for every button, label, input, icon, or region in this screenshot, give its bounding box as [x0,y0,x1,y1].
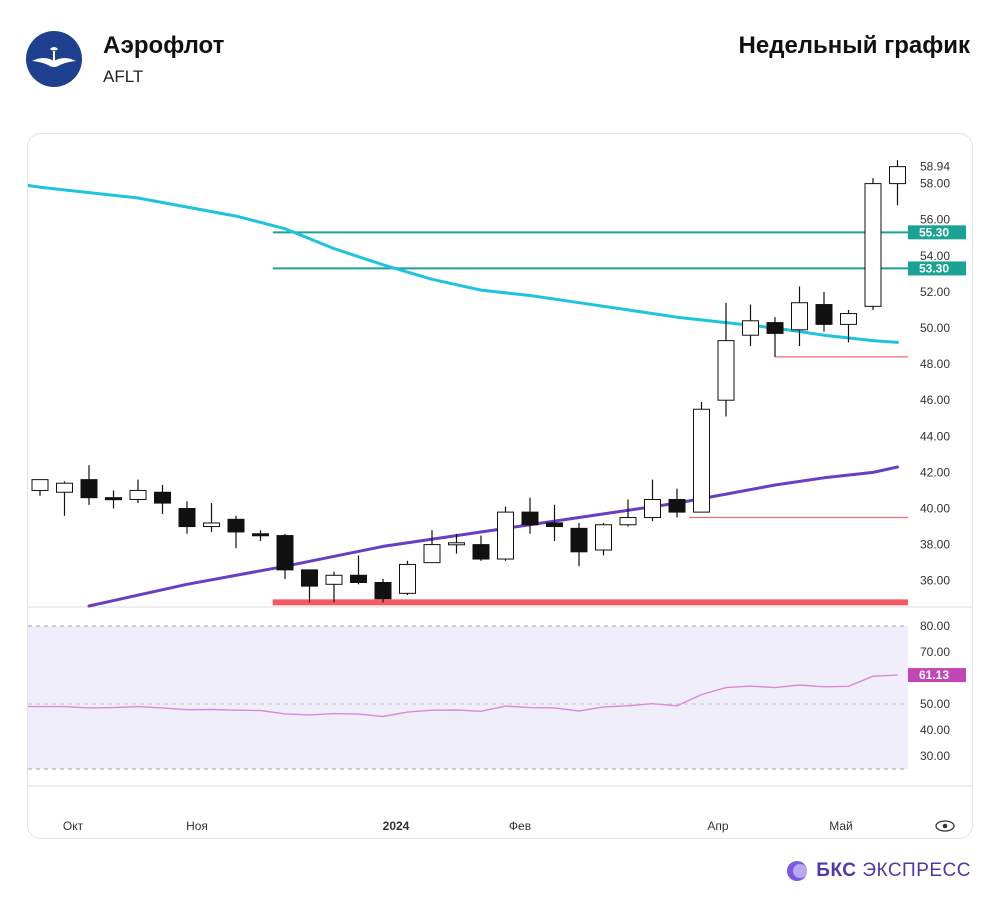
rsi-axis-tick: 40.00 [920,723,950,737]
candles-group [31,160,906,603]
chart-card: 36.00 38.00 40.00 42.00 44.00 46.00 48.00 50.00… [27,133,973,839]
rsi-background [28,626,908,769]
candle-body [497,511,514,560]
level-label: 53.30 [919,261,949,275]
price-axis-tick: 56.00 [920,213,950,227]
brand-footer: БКС ЭКСПРЕСС [786,860,971,882]
candle-body [791,302,808,331]
candle-body [203,522,220,528]
moving-average-long-line [28,183,899,344]
candle-body [742,320,759,336]
time-axis-label: Фев [509,819,531,833]
moving-average-short-line [87,465,899,608]
support-zone-bar [272,599,908,606]
candle-body [399,563,416,594]
current-price-label: 58.94 [920,160,950,174]
candle-body [350,574,367,584]
time-axis-label: Апр [707,819,729,833]
candle-body [766,322,784,334]
rsi-axis-tick: 30.00 [920,749,950,763]
brand-name: БКС ЭКСПРЕСС [816,860,971,881]
rsi-axis-tick: 80.00 [920,619,950,633]
candle-body [105,497,122,501]
price-axis-tick: 48.00 [920,357,950,371]
candle-body [227,518,245,533]
candle-body [252,533,269,537]
eye-outline [935,820,955,832]
candle-body [325,574,343,585]
time-axis-label: Окт [63,819,84,833]
rsi-current-box [908,668,966,683]
candle-body [546,522,563,528]
eye-pupil [942,823,948,829]
price-axis-tick: 54.00 [920,249,950,263]
chart-period-title: Недельный график [738,32,970,59]
candle-body [31,479,49,491]
price-axis-tick: 40.00 [920,502,950,516]
candle-body [644,498,661,519]
candle-body [301,569,318,587]
price-axis-tick: 42.00 [920,465,950,479]
candle-body [521,511,539,526]
candle-body [374,582,392,600]
level-label: 55.30 [919,225,949,239]
rsi-axis-tick: 50.00 [920,697,950,711]
level-label-box [908,225,966,240]
time-axis-label: 2024 [383,819,410,833]
candle-body [56,482,73,493]
candle-body [717,340,735,401]
candle-body [864,183,882,307]
candle-body [619,517,637,526]
candle-body [815,304,833,325]
ticker-symbol: AFLT [103,67,144,86]
candle-body [889,166,906,185]
aeroflot-logo-icon [26,31,82,87]
time-axis-label: Май [829,819,853,833]
price-chart: 36.00 38.00 40.00 42.00 44.00 46.00 48.00 50.00… [28,160,972,833]
price-axis-tick: 46.00 [920,393,950,407]
candle-body [154,491,171,504]
price-axis-tick: 36.00 [920,574,950,588]
candle-body [472,544,490,560]
price-axis-tick: 52.00 [920,285,950,299]
time-axis-label: Ноя [186,819,208,833]
candle-body [693,408,710,513]
eye-icon[interactable] [935,820,955,832]
rsi-current-label: 61.13 [919,668,949,682]
company-name: Аэрофлот [103,32,225,59]
rsi-axis-tick: 70.00 [920,645,950,659]
candle-body [80,479,98,499]
candle-body [668,498,686,513]
candle-body [276,535,294,571]
candle-body [423,544,441,564]
candle-body [570,527,588,553]
price-axis-tick: 38.00 [920,538,950,552]
candle-body [448,542,465,546]
candle-body [595,524,612,551]
price-axis-tick: 50.00 [920,321,950,335]
candle-body [129,489,147,500]
candle-body [178,508,196,528]
candle-body [840,313,857,325]
level-label-box [908,261,966,276]
rsi-line [28,674,898,718]
bks-logo-icon [787,861,808,881]
price-axis-tick: 44.00 [920,429,950,443]
price-axis-tick: 58.00 [920,177,950,191]
